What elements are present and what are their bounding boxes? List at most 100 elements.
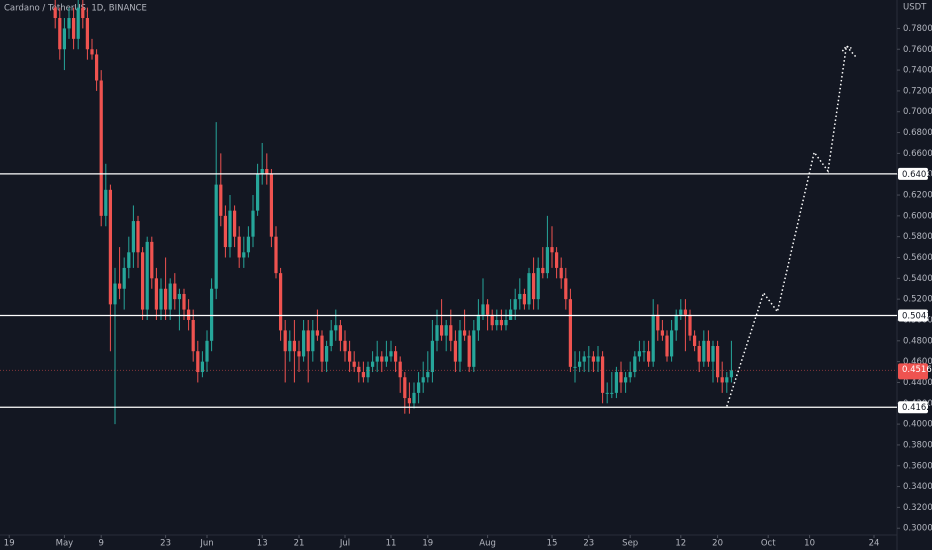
candle-body (674, 314, 678, 331)
candle-body (67, 18, 71, 29)
candle-body (62, 28, 67, 50)
y-tick-label: 0.4600 (903, 357, 932, 367)
y-tick-label: 0.5200 (903, 295, 932, 305)
candle-body (458, 330, 462, 362)
candle-body (85, 18, 90, 50)
y-tick-label: 0.3600 (903, 461, 932, 471)
candle-body (430, 340, 435, 373)
x-tick-label: 19 (422, 539, 433, 549)
candle-body (416, 382, 421, 393)
candle-body (136, 221, 140, 253)
x-tick-label: 12 (675, 539, 686, 549)
y-tick-label: 0.5600 (903, 253, 932, 263)
candle-body (646, 351, 651, 362)
x-tick-label: 11 (386, 539, 397, 549)
candle-body (370, 361, 375, 367)
candle-body (697, 346, 701, 362)
candle-body (729, 370, 734, 378)
candle-body (76, 7, 80, 39)
candle-body (140, 252, 145, 310)
candle-body (168, 283, 172, 310)
candle-body (637, 351, 642, 357)
x-tick-label: Jul (339, 539, 350, 549)
candle-body (173, 283, 177, 300)
candle-body (485, 304, 490, 315)
candle-body (669, 330, 674, 357)
candle-body (619, 372, 623, 383)
candle-body (656, 314, 660, 331)
candle-body (94, 54, 99, 81)
candle-body (366, 366, 370, 378)
candle-body (720, 377, 724, 383)
candle-body (467, 335, 471, 367)
candle-body (536, 267, 540, 300)
candle-body (403, 377, 407, 399)
candle-body (439, 325, 444, 336)
x-tick-label: 19 (4, 539, 15, 549)
candle-body (591, 356, 596, 362)
candle-body (706, 340, 711, 362)
candle-body (476, 314, 481, 331)
candle-body (384, 356, 389, 362)
candle-body (154, 278, 159, 310)
candle-body (375, 356, 379, 362)
candle-body (159, 288, 163, 310)
candle-body (623, 377, 628, 383)
candle-body (228, 210, 232, 248)
level-label: 0.4162 (902, 403, 932, 413)
candle-body (361, 372, 366, 378)
candle-body (531, 273, 536, 300)
candle-body (53, 7, 57, 19)
candle-body (352, 361, 356, 367)
candle-body (481, 304, 485, 315)
chart-title: Cardano / TetherUS, 1D, BINANCE (4, 4, 147, 14)
candle-body (453, 340, 458, 362)
y-tick-label: 0.3400 (903, 482, 932, 492)
last-price-box (898, 363, 928, 380)
y-tick-label: 0.7200 (903, 86, 932, 96)
candle-body (633, 356, 637, 373)
candle-body (306, 330, 310, 352)
candle-body (554, 252, 559, 268)
y-tick-label: 0.4400 (903, 378, 932, 388)
plot-area (53, 0, 734, 425)
y-tick-label: 0.6800 (903, 128, 932, 138)
y-tick-label: 0.7000 (903, 107, 932, 117)
candle-body (242, 252, 246, 258)
candle-body (320, 335, 324, 362)
x-tick-label: Jun (199, 539, 213, 549)
candle-body (237, 236, 241, 258)
candle-body (334, 325, 338, 331)
candle-body (559, 267, 563, 279)
candle-body (449, 325, 453, 341)
candle-body (131, 221, 136, 253)
y-tick-label: 0.5400 (903, 274, 932, 284)
candle-body (150, 241, 154, 279)
x-tick-label: 21 (294, 539, 305, 549)
candle-body (104, 189, 108, 216)
candle-body (398, 361, 402, 378)
x-tick-label: May (56, 539, 74, 549)
candle-body (426, 372, 430, 378)
x-tick-label: Oct (761, 539, 776, 549)
y-tick-label: 0.7400 (903, 66, 932, 76)
candle-body (269, 174, 274, 237)
candle-body (527, 273, 531, 305)
candle-body (522, 293, 527, 305)
candle-body (205, 340, 209, 362)
candle-body (495, 319, 499, 326)
candle-body (113, 283, 117, 305)
candle-body (389, 351, 393, 357)
y-tick-label: 0.6600 (903, 149, 932, 159)
level-label: 0.6403 (902, 170, 932, 180)
candle-body (283, 330, 287, 352)
level-label-box (898, 167, 928, 180)
candle-body (186, 309, 191, 320)
y-tick-label: 0.7600 (903, 45, 932, 55)
candle-body (407, 398, 412, 404)
candle-body (605, 392, 609, 394)
candle-body (163, 288, 168, 310)
candle-body (311, 330, 315, 352)
